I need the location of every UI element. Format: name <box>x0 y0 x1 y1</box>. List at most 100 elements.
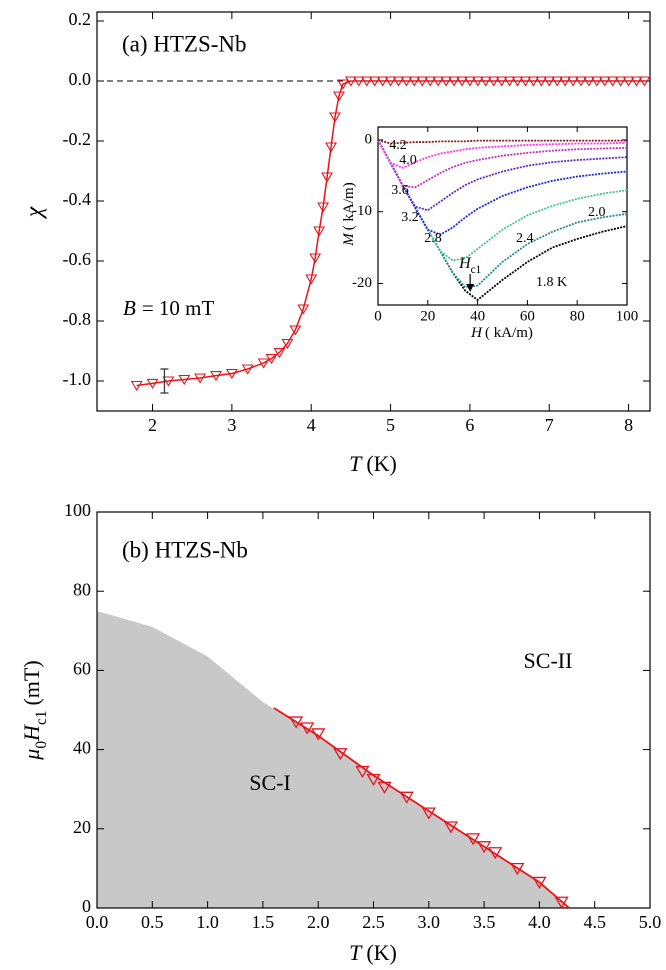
x-tick-label: 0.5 <box>141 912 164 932</box>
data-point <box>305 274 318 285</box>
y-tick-label: -0.4 <box>63 189 92 209</box>
data-point <box>336 79 349 90</box>
data-point <box>241 364 254 375</box>
region-label: SC-II <box>524 648 573 673</box>
curve <box>377 139 628 289</box>
data-point <box>210 371 222 382</box>
plot-frame <box>96 11 651 412</box>
sc-i-region <box>97 611 570 908</box>
x-tick-label: 2.0 <box>307 912 330 932</box>
data-point <box>317 202 330 213</box>
y-tick-label: 0 <box>365 131 373 147</box>
data-point <box>408 76 421 87</box>
data-point <box>257 358 270 369</box>
curve <box>377 139 628 169</box>
curve-label: 2.4 <box>516 231 534 246</box>
data-point <box>300 722 315 735</box>
y-tick-label: 0 <box>82 896 91 916</box>
data-point <box>424 76 437 87</box>
data-point <box>554 896 569 909</box>
x-tick-label: 3.5 <box>473 912 496 932</box>
data-point <box>476 841 492 854</box>
data-point <box>313 226 326 237</box>
y-tick-label: 20 <box>73 817 91 837</box>
data-point <box>543 76 556 87</box>
data-point <box>527 76 540 87</box>
x-axis-label: T (K) <box>349 451 397 476</box>
data-point <box>590 76 603 87</box>
data-point <box>360 76 373 87</box>
label-part: M <box>341 232 357 247</box>
x-tick-label: 4.0 <box>528 912 551 932</box>
data-point <box>399 791 414 804</box>
label-part: T <box>349 940 363 965</box>
data-point <box>598 76 611 87</box>
data-line <box>136 80 645 387</box>
curve-label: 1.8 K <box>536 275 567 290</box>
label-part: ( kA/m) <box>341 182 357 230</box>
x-tick-label: 5 <box>386 415 395 435</box>
data-point <box>471 76 484 87</box>
label-part: H <box>19 724 44 742</box>
curve <box>377 139 628 212</box>
curve-label: 2.8 <box>424 231 442 246</box>
data-point <box>311 728 326 741</box>
data-point <box>551 76 564 87</box>
data-point <box>344 76 357 87</box>
data-point <box>567 76 580 87</box>
y-tick-label: 0.2 <box>69 9 92 29</box>
y-tick-label: 0.0 <box>69 69 92 89</box>
y-tick-label: 80 <box>73 579 91 599</box>
data-point <box>265 353 278 365</box>
label-part: μ <box>19 749 44 761</box>
data-point <box>325 142 338 153</box>
y-tick-label: -0.8 <box>63 309 92 329</box>
y-tick-label: -0.2 <box>63 129 92 149</box>
hc1-label: Hc1 <box>458 255 481 276</box>
x-tick-label: 6 <box>465 415 474 435</box>
plot-frame <box>377 126 628 306</box>
y-tick-label: -10 <box>352 203 372 219</box>
data-point <box>535 76 548 87</box>
data-point <box>297 304 310 315</box>
data-point <box>355 765 370 779</box>
data-point <box>366 773 381 786</box>
curve <box>377 139 627 145</box>
data-point <box>400 76 413 87</box>
data-point <box>225 368 238 380</box>
data-point <box>495 76 508 87</box>
data-point <box>289 325 302 336</box>
label-part: (mT) <box>19 660 44 705</box>
x-axis-label: T (K) <box>349 940 397 965</box>
data-point <box>456 76 468 87</box>
x-tick-label: 7 <box>545 415 554 435</box>
data-point <box>488 847 503 860</box>
x-tick-label: 1.0 <box>196 912 219 932</box>
data-point <box>162 376 175 387</box>
data-point <box>443 821 459 834</box>
inset-x-label: H( kA/m) <box>470 325 533 341</box>
data-point <box>416 76 429 87</box>
data-point <box>352 76 365 87</box>
y-axis-label: μ0Hc1 (mT) <box>19 660 50 760</box>
panel-label: (b) HTZS-Nb <box>122 537 248 562</box>
x-tick-label: 0.0 <box>86 912 109 932</box>
x-tick-label: 0 <box>374 308 382 324</box>
data-point <box>479 76 492 87</box>
data-point <box>384 76 397 87</box>
hc1-arrowhead <box>466 284 475 292</box>
label-part: (K) <box>366 940 397 965</box>
data-point <box>368 76 381 87</box>
fit-line <box>273 707 570 909</box>
x-tick-label: 80 <box>570 308 585 324</box>
label-part: T <box>349 451 363 476</box>
label-part: = 10 mT <box>142 296 215 320</box>
data-point <box>440 76 453 87</box>
y-tick-label: -20 <box>352 275 372 291</box>
data-point <box>432 76 445 87</box>
region-label: SC-I <box>249 770 291 795</box>
label-part: 0 <box>33 741 50 749</box>
data-point <box>421 807 436 820</box>
data-point <box>309 253 322 264</box>
x-tick-label: 4 <box>307 415 316 435</box>
